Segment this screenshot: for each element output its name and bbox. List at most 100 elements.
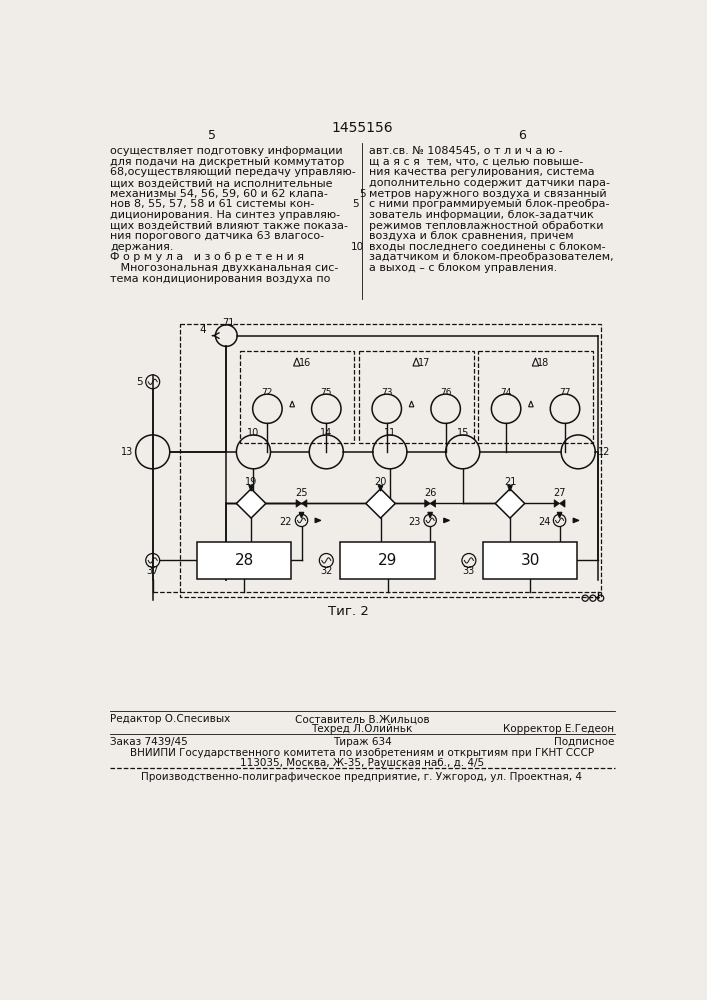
Text: механизмы 54, 56, 59, 60 и 62 клапа-: механизмы 54, 56, 59, 60 и 62 клапа- [110,189,328,199]
Text: диционирования. На синтез управляю-: диционирования. На синтез управляю- [110,210,340,220]
Bar [478,351,593,443]
Text: дополнительно содержит датчики пара-: дополнительно содержит датчики пара- [369,178,610,188]
Text: а выход – с блоком управления.: а выход – с блоком управления. [369,263,557,273]
Text: 20: 20 [375,477,387,487]
Polygon shape [366,489,395,518]
Text: ния качества регулирования, система: ния качества регулирования, система [369,167,595,177]
Text: Τиг. 2: Τиг. 2 [327,605,368,618]
Text: 25: 25 [296,488,308,498]
Text: держания.: держания. [110,242,174,252]
Text: 26: 26 [424,488,436,498]
Text: 77: 77 [559,388,571,397]
Text: 14: 14 [320,428,332,438]
Text: 24: 24 [538,517,550,527]
Text: ВНИИПИ Государственного комитета по изобретениям и открытиям при ГКНТ СССР: ВНИИПИ Государственного комитета по изоб… [130,748,594,758]
Text: осуществляет подготовку информации: осуществляет подготовку информации [110,146,343,156]
Polygon shape [495,489,525,518]
Polygon shape [573,518,579,523]
Text: 15: 15 [457,428,469,438]
Bar [180,324,601,597]
Text: 11: 11 [384,428,396,438]
Text: ния порогового датчика 63 влагосо-: ния порогового датчика 63 влагосо- [110,231,325,241]
Text: Многозональная двухканальная сис-: Многозональная двухканальная сис- [110,263,339,273]
Text: 5: 5 [359,189,366,199]
Text: щих воздействий влияют также показа-: щих воздействий влияют также показа- [110,221,348,231]
Text: 73: 73 [381,388,392,397]
Text: режимов тепловлажностной обработки: режимов тепловлажностной обработки [369,221,604,231]
Text: метров наружного воздуха и связанный: метров наружного воздуха и связанный [369,189,607,199]
Text: Производственно-полиграфическое предприятие, г. Ужгород, ул. Проектная, 4: Производственно-полиграфическое предприя… [141,772,583,782]
Text: 27: 27 [554,488,566,498]
Text: авт.св. № 1084545, о т л и ч а ю -: авт.св. № 1084545, о т л и ч а ю - [369,146,563,156]
Polygon shape [296,500,301,507]
Text: входы последнего соединены с блоком-: входы последнего соединены с блоком- [369,242,606,252]
Text: задатчиком и блоком-преобразователем,: задатчиком и блоком-преобразователем, [369,252,614,262]
Text: 18: 18 [537,358,549,368]
Text: 5: 5 [352,199,359,209]
Text: 16: 16 [298,358,310,368]
Text: 10: 10 [351,242,364,252]
Text: 32: 32 [320,566,332,576]
Text: 37: 37 [146,566,159,576]
Text: 33: 33 [463,566,475,576]
Bar [483,542,578,579]
Polygon shape [425,500,430,507]
Text: 76: 76 [440,388,451,397]
Polygon shape [249,485,253,491]
Text: воздуха и блок сравнения, причем: воздуха и блок сравнения, причем [369,231,573,241]
Text: для подачи на дискретный коммутатор: для подачи на дискретный коммутатор [110,157,344,167]
Polygon shape [378,485,383,491]
Polygon shape [301,500,307,507]
Text: тема кондиционирования воздуха по: тема кондиционирования воздуха по [110,274,330,284]
Text: Подписное: Подписное [554,737,614,747]
Text: 28: 28 [235,553,254,568]
Text: щ а я с я  тем, что, с целью повыше-: щ а я с я тем, что, с целью повыше- [369,157,583,167]
Text: 19: 19 [245,477,257,487]
Text: 113035, Москва, Ж-35, Раушская наб., д. 4/5: 113035, Москва, Ж-35, Раушская наб., д. … [240,758,484,768]
Text: 1455156: 1455156 [331,121,393,135]
Polygon shape [508,485,513,491]
Polygon shape [299,512,304,518]
Text: 72: 72 [262,388,273,397]
Text: 71: 71 [223,318,235,328]
Text: 13: 13 [121,447,134,457]
Bar [359,351,474,443]
Text: 5: 5 [136,377,143,387]
Text: 5: 5 [209,129,216,142]
Text: 17: 17 [418,358,430,368]
Text: Техред Л.Олийньк: Техред Л.Олийньк [311,724,413,734]
Text: Тираж 634: Тираж 634 [332,737,392,747]
Text: 75: 75 [320,388,332,397]
Bar [197,542,291,579]
Text: с ними программируемый блок-преобра-: с ними программируемый блок-преобра- [369,199,609,209]
Polygon shape [559,500,565,507]
Text: 23: 23 [409,517,421,527]
Text: 30: 30 [520,553,540,568]
Text: 21: 21 [504,477,516,487]
Text: Ф о р м у л а   и з о б р е т е н и я: Ф о р м у л а и з о б р е т е н и я [110,252,304,262]
Text: щих воздействий на исполнительные: щих воздействий на исполнительные [110,178,332,188]
Text: 29: 29 [378,553,397,568]
Text: нов 8, 55, 57, 58 и 61 системы кон-: нов 8, 55, 57, 58 и 61 системы кон- [110,199,315,209]
Text: зователь информации, блок-задатчик: зователь информации, блок-задатчик [369,210,594,220]
Text: Корректор Е.Гедеон: Корректор Е.Гедеон [503,724,614,734]
Text: Заказ 7439/45: Заказ 7439/45 [110,737,188,747]
Polygon shape [557,512,562,518]
Polygon shape [554,500,559,507]
Polygon shape [444,518,450,523]
Polygon shape [236,489,266,518]
Text: 12: 12 [597,447,610,457]
Text: 10: 10 [247,428,259,438]
Text: 4: 4 [200,325,206,335]
Polygon shape [430,500,436,507]
Bar [340,542,435,579]
Polygon shape [428,512,433,518]
Text: Составитель В.Жильцов: Составитель В.Жильцов [295,714,429,724]
Text: Редактор О.Спесивых: Редактор О.Спесивых [110,714,230,724]
Bar [240,351,354,443]
Polygon shape [315,518,321,523]
Text: 6: 6 [518,129,526,142]
Text: 22: 22 [280,517,292,527]
Text: 68,осуществляющий передачу управляю-: 68,осуществляющий передачу управляю- [110,167,356,177]
Text: 74: 74 [501,388,512,397]
